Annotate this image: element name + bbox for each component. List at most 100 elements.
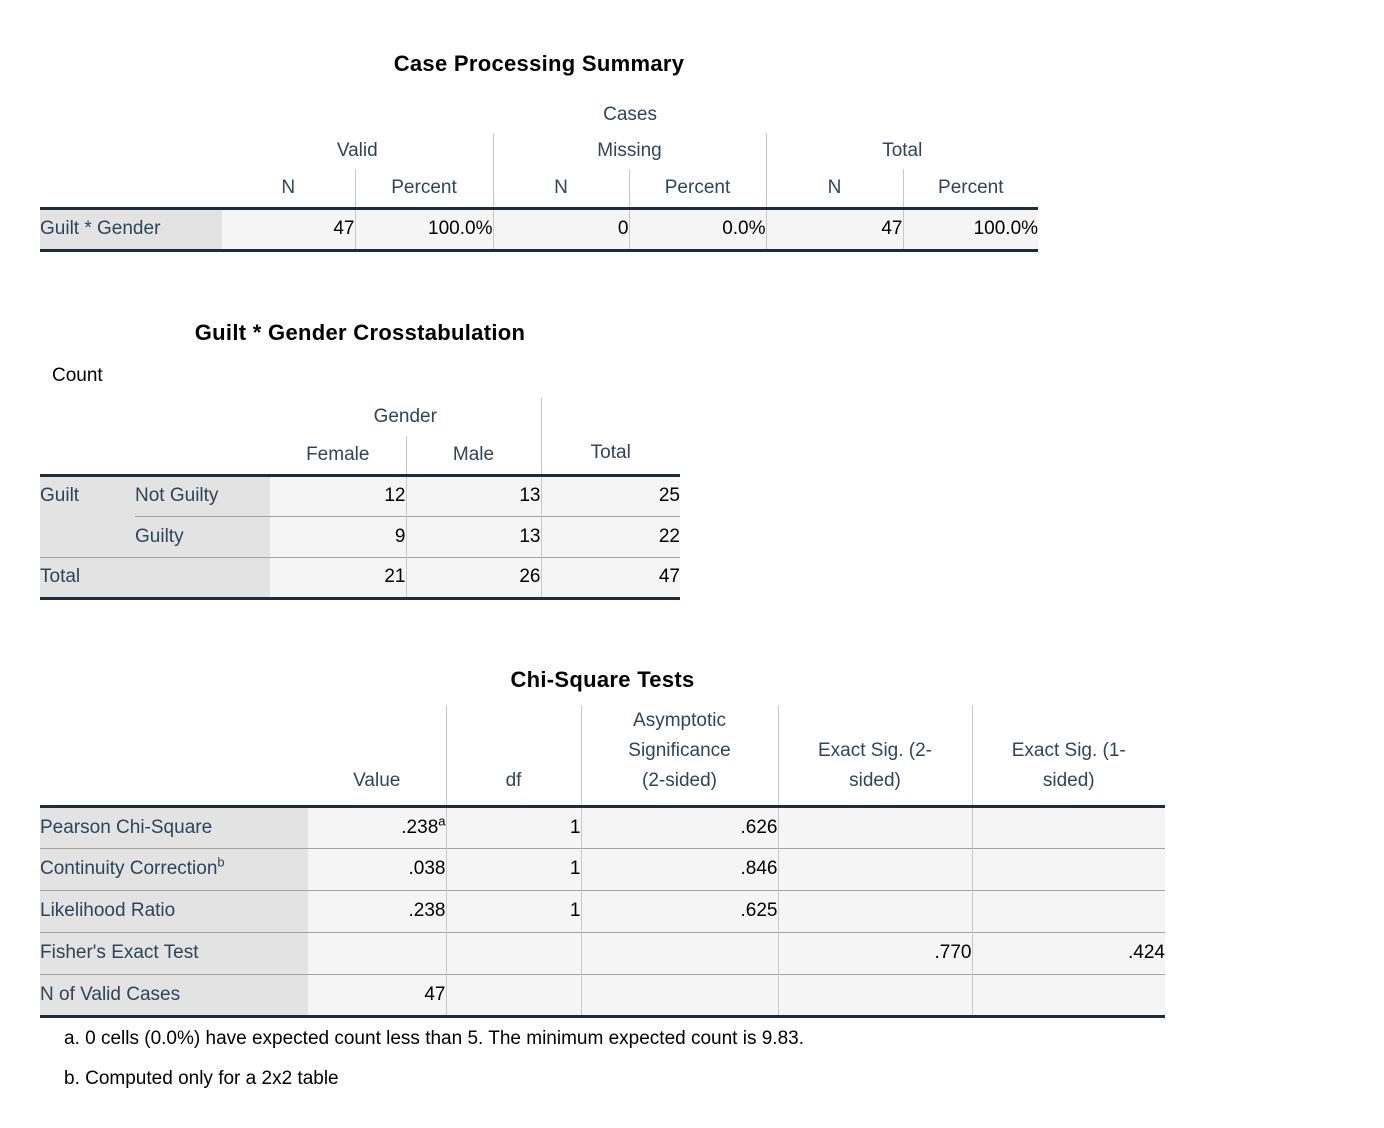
cell-missing-n: 0 xyxy=(492,206,629,252)
total-group-header: Total xyxy=(765,133,1039,169)
count-label: Count xyxy=(52,365,103,386)
crosstabulation-title: Guilt * Gender Crosstabulation xyxy=(194,320,526,345)
corner-cell xyxy=(40,705,308,806)
table-row: Pearson Chi-Square .238a 1 .626 xyxy=(40,804,1165,848)
cell-asymp: .626 xyxy=(580,804,778,848)
cell-total-percent: 100.0% xyxy=(902,206,1039,252)
cell-exact2 xyxy=(777,889,972,932)
cell-asymp xyxy=(580,931,778,974)
footnote-a: a. 0 cells (0.0%) have expected count le… xyxy=(64,1028,804,1049)
row-label: Fisher's Exact Test xyxy=(40,931,308,974)
header-row-gender: Gender Total xyxy=(40,398,680,475)
value-column-header: Value xyxy=(353,769,401,791)
footnote-b: b. Computed only for a 2x2 table xyxy=(64,1068,339,1089)
row-label: Guilty xyxy=(135,515,270,557)
cell-male: 13 xyxy=(405,473,541,516)
valid-percent-header: Percent xyxy=(354,169,493,208)
missing-percent-header: Percent xyxy=(628,169,766,208)
cell-exact2: .770 xyxy=(777,931,972,974)
cell-female: 12 xyxy=(270,473,406,516)
row-label: Pearson Chi-Square xyxy=(40,804,308,848)
cell-missing-percent: 0.0% xyxy=(628,206,766,252)
cell-total-n: 47 xyxy=(765,206,903,252)
valid-group-header: Valid xyxy=(336,140,378,161)
cell-total: 25 xyxy=(540,473,680,516)
corner-cell xyxy=(40,398,270,475)
cell-male: 13 xyxy=(405,515,541,557)
exact-sig-2-sided-column-header: Exact Sig. (2- sided) xyxy=(777,705,972,806)
cell-df xyxy=(445,931,581,974)
cell-value: .238 xyxy=(308,889,446,932)
row-label: Continuity Correctionb xyxy=(40,847,308,890)
cell-exact1 xyxy=(971,889,1165,932)
value-text: .238 xyxy=(401,816,439,838)
total-n-header: N xyxy=(765,169,903,208)
cell-exact2 xyxy=(777,847,972,890)
row-label: Likelihood Ratio xyxy=(40,889,308,932)
row-label: Total xyxy=(40,556,270,600)
table-row: Guilty 9 13 22 xyxy=(40,515,680,557)
header-row-cases: Cases xyxy=(40,97,1038,208)
cell-male: 26 xyxy=(405,556,541,600)
missing-n-header: N xyxy=(492,169,629,208)
cell-total: 47 xyxy=(540,556,680,600)
cell-value: 47 xyxy=(308,973,446,1018)
case-processing-summary-table: Cases Valid Missing Total N Percent N Pe… xyxy=(40,97,1039,252)
cell-exact1 xyxy=(971,973,1165,1018)
header-row-groups: Valid Missing Total xyxy=(40,133,1039,169)
cell-asymp: .846 xyxy=(580,847,778,890)
gender-spanner-header: Gender xyxy=(373,406,437,427)
cell-exact1: .424 xyxy=(971,931,1165,974)
crosstabulation-table: Gender Total Female Male Guilt Not Guilt… xyxy=(40,398,680,600)
male-column-header: Male xyxy=(405,436,541,475)
header-row: Value df Asymptotic Significance (2-side… xyxy=(40,705,1165,806)
cell-df: 1 xyxy=(445,847,581,890)
chi-square-tests-title: Chi-Square Tests xyxy=(510,667,695,692)
cell-asymp: .625 xyxy=(580,889,778,932)
header-row-categories: Female Male xyxy=(40,436,680,475)
table-row: N of Valid Cases 47 xyxy=(40,973,1165,1018)
corner-cell xyxy=(40,97,222,208)
total-column-header: Total xyxy=(540,398,680,475)
cell-exact2 xyxy=(777,973,972,1018)
cell-df xyxy=(445,973,581,1018)
cell-exact1 xyxy=(971,847,1165,890)
footnote-marker-b: b xyxy=(217,854,225,870)
cell-female: 21 xyxy=(270,556,406,600)
df-column-header: df xyxy=(445,705,581,806)
header-row-measures: N Percent N Percent N Percent xyxy=(40,169,1039,208)
table-row: Guilt Not Guilty 12 13 25 xyxy=(40,473,680,557)
row-label: Not Guilty xyxy=(135,473,270,516)
cell-df: 1 xyxy=(445,804,581,848)
total-percent-header: Percent xyxy=(902,169,1039,208)
table-row: Guilt * Gender 47 100.0% 0 0.0% 47 100.0… xyxy=(40,206,1039,252)
cases-spanner-header: Cases xyxy=(603,104,657,125)
row-label: N of Valid Cases xyxy=(40,973,308,1018)
footnote-marker-a: a xyxy=(438,813,446,829)
exact-sig-1-sided-column-header: Exact Sig. (1- sided) xyxy=(971,705,1165,806)
valid-n-header: N xyxy=(281,176,296,198)
total-row: Total 21 26 47 xyxy=(40,556,680,600)
chi-square-tests-table: Value df Asymptotic Significance (2-side… xyxy=(40,705,1165,1018)
asymptotic-significance-column-header: Asymptotic Significance (2-sided) xyxy=(580,705,778,806)
cell-valid-percent: 100.0% xyxy=(354,206,493,252)
cell-valid-n: 47 xyxy=(222,206,355,252)
cell-value: .038 xyxy=(308,847,446,890)
cell-exact1 xyxy=(971,804,1165,848)
table-row: Continuity Correctionb .038 1 .846 xyxy=(40,847,1165,890)
cell-df: 1 xyxy=(445,889,581,932)
label-text: Continuity Correction xyxy=(40,858,218,879)
cell-female: 9 xyxy=(270,515,406,557)
cell-value: .238a xyxy=(308,804,446,848)
case-processing-summary-title: Case Processing Summary xyxy=(393,51,685,76)
female-column-header: Female xyxy=(306,443,370,465)
cell-asymp xyxy=(580,973,778,1018)
table-row: Likelihood Ratio .238 1 .625 xyxy=(40,889,1165,932)
row-group-label: Guilt xyxy=(40,473,135,557)
cell-exact2 xyxy=(777,804,972,848)
table-row: Fisher's Exact Test .770 .424 xyxy=(40,931,1165,974)
row-label: Guilt * Gender xyxy=(40,206,222,252)
missing-group-header: Missing xyxy=(492,133,766,169)
cell-value xyxy=(308,931,446,974)
